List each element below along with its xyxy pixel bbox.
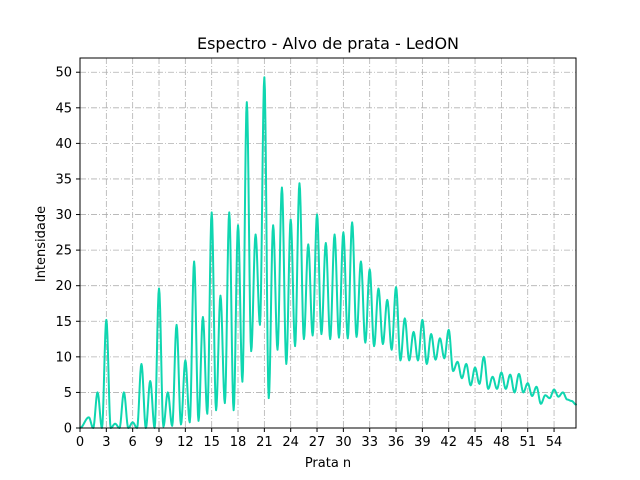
x-tick-label: 27 <box>309 435 326 450</box>
x-tick-label: 30 <box>335 435 352 450</box>
y-tick-label: 5 <box>64 386 72 401</box>
y-tick-label: 35 <box>55 172 72 187</box>
x-tick-label: 24 <box>282 435 299 450</box>
y-tick-label: 50 <box>55 66 72 81</box>
y-tick-label: 30 <box>55 208 72 223</box>
x-tick-label: 51 <box>519 435 536 450</box>
x-tick-label: 33 <box>361 435 378 450</box>
axes: 0 3 6 9 12 15 18 21 24 27 30 33 36 39 42 45 48 51 54051015… <box>55 57 577 450</box>
x-tick-label: 48 <box>493 435 510 450</box>
x-tick-label: 45 <box>467 435 484 450</box>
plot-area <box>79 76 577 429</box>
y-tick-label: 45 <box>55 101 72 116</box>
x-tick-label: 15 <box>203 435 220 450</box>
x-tick-label: 0 <box>76 435 84 450</box>
x-tick-label: 3 <box>102 435 110 450</box>
y-tick-label: 15 <box>55 315 72 330</box>
spectrum-line <box>79 76 577 429</box>
x-tick-label: 54 <box>546 435 563 450</box>
x-tick-label: 42 <box>440 435 457 450</box>
y-tick-label: 40 <box>55 137 72 152</box>
x-tick-label: 6 <box>129 435 137 450</box>
x-tick-label: 12 <box>177 435 194 450</box>
x-axis-label: Prata n <box>305 456 351 471</box>
y-tick-label: 20 <box>55 279 72 294</box>
plot-frame <box>79 57 577 429</box>
chart-title: Espectro - Alvo de prata - LedON <box>197 34 459 53</box>
x-tick-label: 39 <box>414 435 431 450</box>
x-tick-label: 18 <box>230 435 247 450</box>
grid <box>79 58 576 429</box>
y-tick-label: 0 <box>64 422 72 437</box>
y-tick-label: 25 <box>55 244 72 259</box>
x-tick-label: 36 <box>388 435 405 450</box>
y-axis-label: Intensidade <box>34 206 49 282</box>
x-tick-label: 21 <box>256 435 273 450</box>
y-tick-label: 10 <box>55 350 72 365</box>
x-tick-label: 9 <box>155 435 163 450</box>
